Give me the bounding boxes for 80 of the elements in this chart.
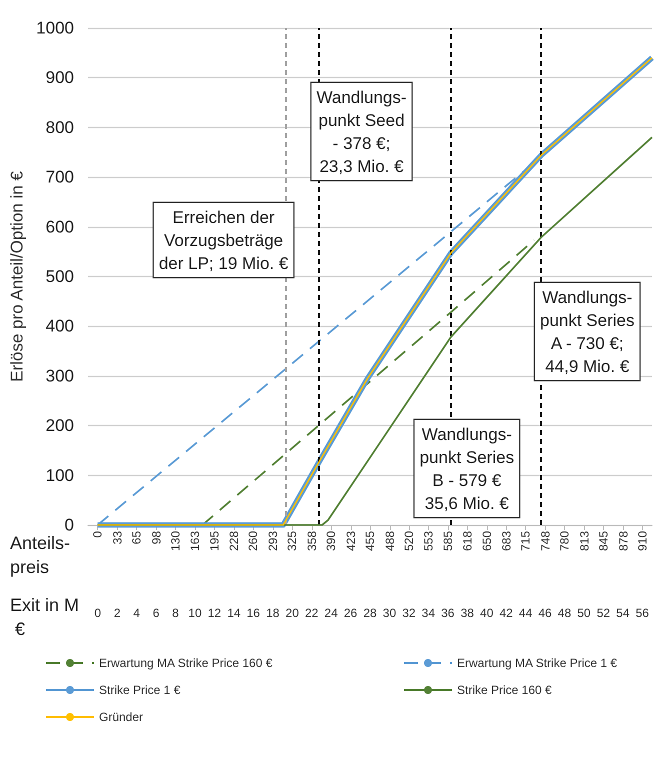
y-tick-label: 1000 (36, 18, 74, 38)
y-tick-label: 800 (46, 118, 74, 137)
x2-tick-label: 4 (133, 606, 140, 620)
ref-line-label: Wandlungs- punkt Series A - 730 €; 44,9 Mio. € (540, 288, 634, 376)
x-tick-label: 455 (363, 530, 377, 552)
x-tick-label: 715 (518, 530, 533, 552)
x2-tick-label: 22 (304, 606, 319, 620)
y-tick-label: 700 (46, 168, 74, 187)
x2-tick-label: 2 (114, 606, 121, 620)
x-tick-label: 813 (577, 530, 592, 552)
x-tick-label: 163 (188, 530, 202, 552)
x2-tick-label: 24 (324, 606, 338, 620)
x-tick-label: 0 (90, 530, 105, 538)
x2-tick-label: 56 (636, 606, 650, 620)
x2-tick-label: 46 (538, 606, 552, 620)
x2-tick-label: 32 (402, 606, 416, 620)
x-tick-label: 33 (110, 530, 124, 544)
x2-tick-label: 40 (480, 606, 494, 620)
x-tick-label: 325 (285, 530, 300, 552)
x2-tick-label: 0 (94, 606, 102, 620)
y-tick-label: 200 (46, 416, 74, 436)
x2-tick-label: 34 (422, 606, 436, 620)
x2-tick-label: 54 (616, 606, 630, 620)
ref-line-label: Erreichen der Vorzugsbeträge der LP; 19 Mio. € (158, 208, 289, 273)
x2-tick-label: 12 (208, 606, 222, 620)
x-tick-label: 748 (538, 530, 552, 552)
x-tick-label: 910 (635, 530, 650, 552)
x-tick-label: 683 (500, 530, 514, 552)
y-tick-label: 600 (46, 217, 74, 236)
x2-tick-label: 52 (596, 606, 610, 620)
x-tick-label: 65 (129, 530, 144, 544)
x-tick-label: 780 (558, 530, 572, 552)
x-tick-label: 98 (149, 530, 164, 544)
x2-tick-label: 50 (577, 606, 591, 620)
x2-tick-label: 30 (382, 606, 396, 620)
x-tick-label: 195 (207, 530, 222, 552)
x-tick-label: 553 (422, 530, 436, 552)
x2-tick-label: 48 (558, 606, 572, 620)
y-axis-title: Erlöse pro Anteil/Option in € (7, 170, 26, 382)
x-tick-label: 228 (227, 530, 242, 552)
x-axis-title: Anteils- preis (10, 533, 70, 577)
y-tick-label: 300 (46, 366, 74, 386)
x-tick-label: 260 (246, 530, 260, 552)
legend-label: Gründer (99, 710, 144, 724)
x-tick-label: 390 (324, 530, 338, 552)
y-tick-label: 400 (46, 316, 74, 336)
x2-tick-label: 28 (363, 606, 377, 620)
x-tick-label: 423 (344, 530, 358, 552)
legend-label: Erwartung MA Strike Price 1 € (457, 656, 618, 670)
legend-label: Strike Price 160 € (457, 683, 552, 697)
y-tick-label: 900 (46, 68, 74, 88)
x2-tick-label: 44 (518, 606, 533, 620)
x2-tick-label: 36 (441, 606, 455, 620)
x2-axis-title: Exit in M € (10, 595, 80, 639)
x2-tick-label: 14 (227, 606, 241, 620)
x-tick-label: 488 (382, 530, 397, 552)
x-tick-label: 358 (304, 530, 319, 552)
y-tick-label: 100 (46, 466, 74, 485)
x2-tick-label: 18 (266, 606, 280, 620)
x2-tick-label: 6 (152, 606, 160, 620)
x-tick-label: 130 (168, 530, 182, 552)
x-tick-label: 618 (460, 530, 475, 552)
x2-tick-label: 26 (344, 606, 358, 620)
x2-tick-label: 16 (246, 606, 260, 620)
x-tick-label: 520 (402, 530, 416, 552)
legend-label: Strike Price 1 € (99, 683, 181, 697)
legend-label: Erwartung MA Strike Price 160 € (99, 656, 273, 670)
x-tick-label: 585 (440, 530, 455, 552)
x-tick-label: 293 (266, 530, 280, 552)
x-tick-label: 650 (480, 530, 494, 552)
x-tick-label: 845 (596, 530, 611, 552)
y-tick-label: 500 (46, 267, 74, 286)
x2-tick-label: 42 (499, 606, 514, 620)
x2-tick-label: 10 (188, 606, 202, 620)
x2-tick-label: 8 (172, 606, 180, 620)
ref-line-label: Wandlungs- punkt Series B - 579 € 35,6 Mio. € (420, 425, 514, 513)
ref-line-label: Wandlungs- punkt Seed - 378 €; 23,3 Mio. € (316, 88, 407, 176)
x2-tick-label: 38 (460, 606, 474, 620)
x2-tick-label: 20 (286, 606, 300, 620)
x-tick-label: 878 (616, 530, 630, 552)
